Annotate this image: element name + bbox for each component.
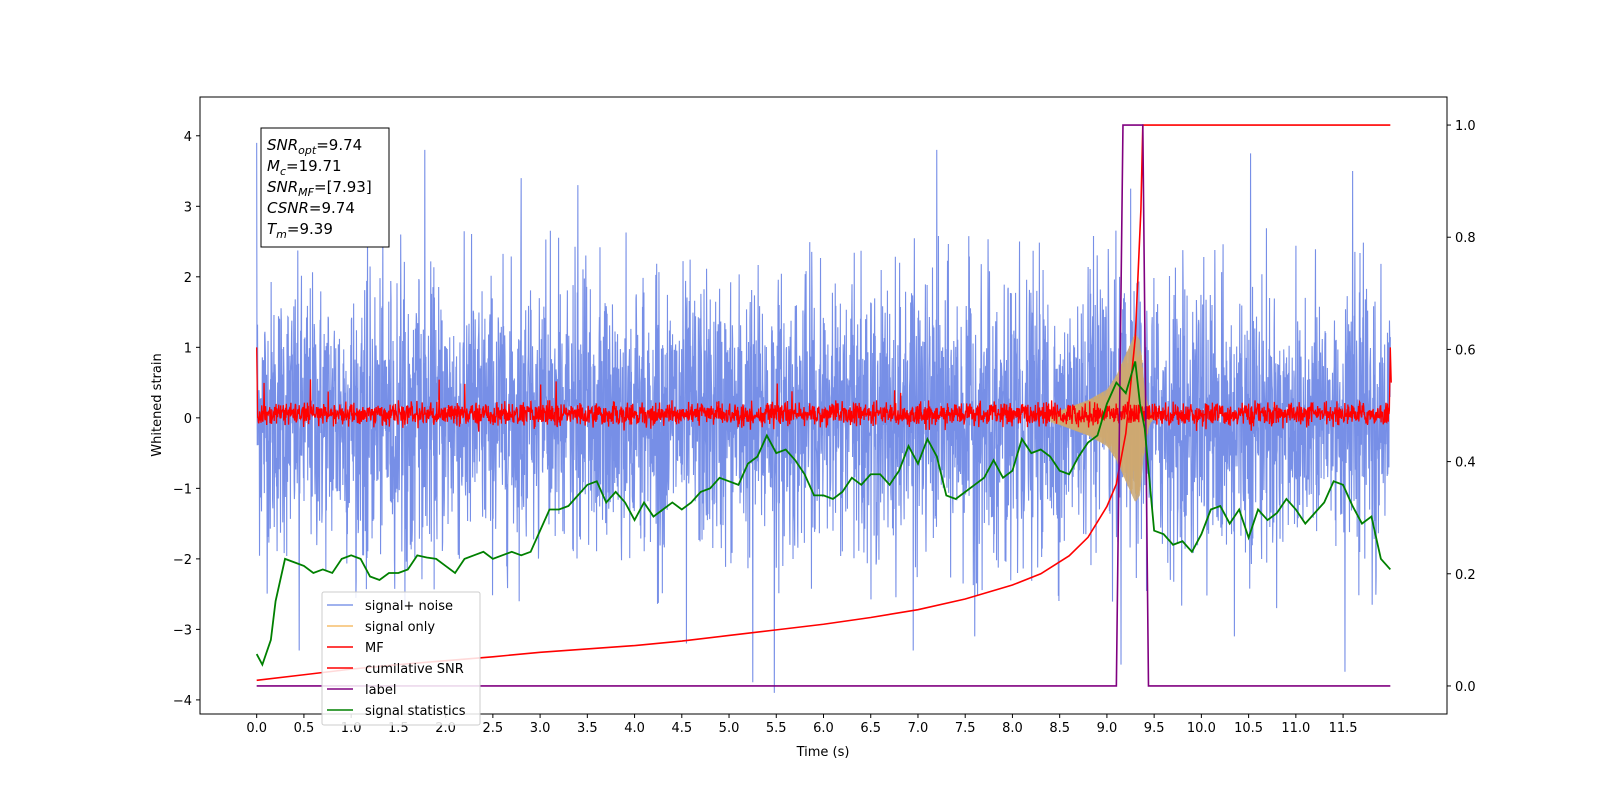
left-y-axis-ticks: −4 −3 −2 −1 0 1 2 3 4 (173, 130, 200, 709)
y-left-tick-label: 2 (184, 271, 192, 286)
y-left-tick-label: −4 (173, 694, 192, 709)
stats-row: SNRopt=9.74 (267, 136, 362, 157)
x-tick-label: 7.0 (908, 721, 929, 736)
stats-row: SNRMF=[7.93] (267, 178, 372, 199)
legend-frame (321, 591, 481, 726)
y-axis-label: Whitened strain (150, 353, 165, 456)
y-left-tick-label: 3 (184, 200, 192, 215)
x-tick-label: 3.0 (530, 721, 551, 736)
label-line (256, 124, 1391, 687)
x-axis-label: Time (s) (796, 745, 850, 760)
x-tick-label: 6.0 (813, 721, 834, 736)
stats-row: Mc=19.71 (267, 157, 342, 178)
x-tick-label: 7.5 (955, 721, 976, 736)
x-tick-label: 5.5 (766, 721, 787, 736)
x-tick-label: 2.5 (483, 721, 504, 736)
y-right-tick-label: 0.6 (1455, 343, 1476, 358)
legend-label: MF (365, 641, 384, 656)
x-tick-label: 5.0 (719, 721, 740, 736)
y-left-tick-label: −1 (173, 482, 192, 497)
series-layer (255, 124, 1392, 693)
legend-label: signal+ noise (365, 599, 453, 614)
legend-label: label (365, 683, 396, 698)
x-tick-label: 4.0 (624, 721, 645, 736)
y-left-tick-label: −2 (173, 553, 192, 568)
legend-label: signal only (365, 620, 435, 635)
x-tick-label: 10.0 (1187, 721, 1216, 736)
x-tick-label: 10.5 (1234, 721, 1263, 736)
y-left-tick-label: 1 (184, 341, 192, 356)
stats-box: SNRopt=9.74Mc=19.71SNRMF=[7.93]CSNR=9.74… (260, 127, 390, 248)
x-tick-label: 9.5 (1144, 721, 1165, 736)
y-right-tick-label: 1.0 (1455, 119, 1476, 134)
y-right-tick-label: 0.4 (1455, 456, 1476, 471)
y-left-tick-label: 4 (184, 130, 192, 145)
cumulative-snr-line (256, 124, 1391, 682)
x-axis-ticks: 0.0 0.5 1.0 1.5 2.0 2.5 3.0 3.5 4.0 4.5 5.0 5.5 6.0 6… (246, 714, 1358, 736)
right-y-axis-ticks: 0.0 0.2 0.4 0.6 0.8 1.0 (1447, 119, 1476, 695)
signal-statistics-line (255, 361, 1391, 667)
y-right-tick-label: 0.2 (1455, 568, 1476, 583)
x-tick-label: 8.0 (1002, 721, 1023, 736)
x-tick-label: 0.5 (294, 721, 315, 736)
x-tick-label: 9.0 (1097, 721, 1118, 736)
stats-row: CSNR=9.74 (267, 199, 355, 217)
stats-box-frame (260, 127, 390, 248)
legend-label: signal statistics (365, 704, 466, 719)
x-tick-label: 8.5 (1049, 721, 1070, 736)
x-tick-label: 0.0 (246, 721, 267, 736)
legend: signal+ noise signal only MF cumilative SNR… (321, 591, 481, 726)
y-right-tick-label: 0.8 (1455, 231, 1476, 246)
x-tick-label: 11.0 (1281, 721, 1310, 736)
y-left-tick-label: 0 (184, 412, 192, 427)
x-tick-label: 6.5 (860, 721, 881, 736)
y-right-tick-label: 0.0 (1455, 680, 1476, 695)
x-tick-label: 3.5 (577, 721, 598, 736)
x-tick-label: 4.5 (671, 721, 692, 736)
y-left-tick-label: −3 (173, 623, 192, 638)
x-tick-label: 11.5 (1329, 721, 1358, 736)
legend-label: cumilative SNR (365, 662, 464, 677)
mf-line (256, 347, 1392, 432)
stats-row: Tm=9.39 (267, 220, 333, 241)
